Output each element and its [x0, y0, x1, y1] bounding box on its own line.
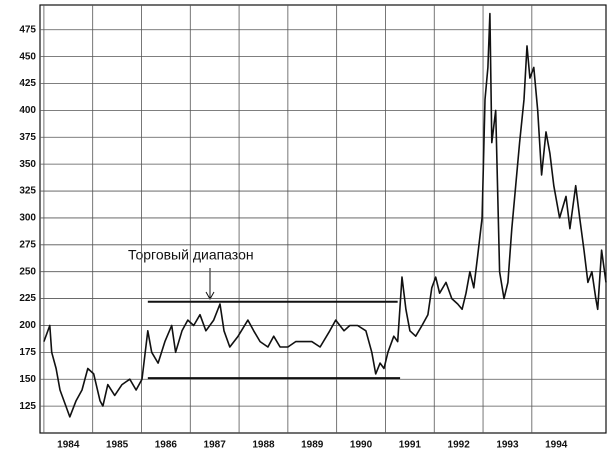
x-tick-label: 1986	[155, 440, 178, 451]
x-tick-label: 1990	[350, 440, 373, 451]
y-tick-label: 200	[19, 320, 36, 331]
y-tick-label: 250	[19, 266, 36, 277]
x-tick-label: 1984	[57, 440, 80, 451]
y-tick-label: 350	[19, 159, 36, 170]
price-line	[43, 12, 607, 418]
y-tick-label: 275	[19, 239, 36, 250]
y-tick-label: 400	[19, 105, 36, 116]
y-tick-label: 150	[19, 374, 36, 385]
y-tick-label: 225	[19, 293, 36, 304]
y-tick-label: 425	[19, 78, 36, 89]
x-tick-label: 1987	[204, 440, 227, 451]
x-tick-label: 1992	[448, 440, 471, 451]
y-tick-label: 475	[19, 24, 36, 35]
x-tick-label: 1988	[252, 440, 275, 451]
x-tick-label: 1993	[496, 440, 519, 451]
y-tick-label: 175	[19, 347, 36, 358]
y-tick-label: 125	[19, 401, 36, 412]
plot-frame	[39, 4, 607, 434]
annotation-arrowhead	[205, 291, 215, 301]
x-tick-label: 1985	[106, 440, 129, 451]
y-tick-label: 300	[19, 213, 36, 224]
y-tick-label: 375	[19, 132, 36, 143]
annotation: Торговый диапазон	[128, 247, 254, 263]
x-tick-label: 1989	[301, 440, 324, 451]
y-tick-label: 450	[19, 51, 36, 62]
y-tick-label: 325	[19, 186, 36, 197]
x-tick-label: 1994	[545, 440, 568, 451]
x-tick-label: 1991	[399, 440, 422, 451]
